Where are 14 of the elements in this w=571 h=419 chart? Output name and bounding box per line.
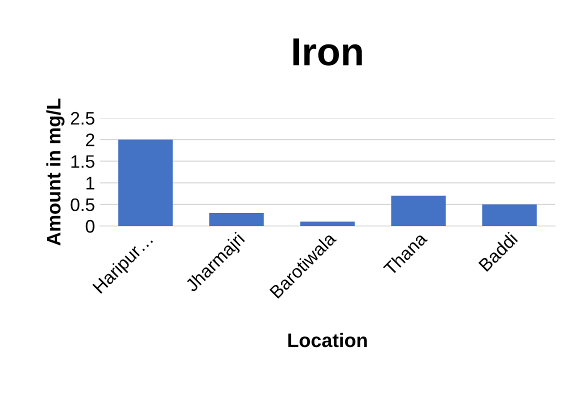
chart-title: Iron	[293, 38, 362, 66]
y-tick-label: 0	[86, 220, 94, 233]
y-tick-label: 2.5	[70, 112, 94, 125]
y-tick-label: 2	[86, 134, 94, 146]
y-tick-label: 1.5	[71, 155, 94, 168]
bar	[300, 222, 355, 226]
bar	[118, 140, 173, 226]
bar	[391, 196, 446, 226]
x-axis-title: Location	[288, 332, 367, 348]
y-axis-title: Amount in mg/L	[46, 98, 64, 246]
y-tick-label: 1	[86, 176, 94, 190]
bar	[482, 204, 537, 226]
bar	[209, 213, 264, 226]
y-tick-label: 0.5	[70, 198, 94, 212]
